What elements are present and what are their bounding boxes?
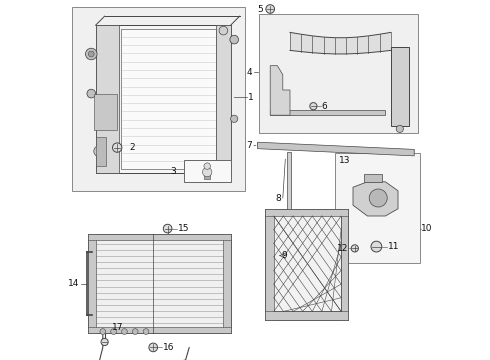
Polygon shape (270, 66, 290, 115)
Bar (72, 7, 245, 191)
Bar (88, 234, 231, 333)
Text: 17: 17 (112, 323, 123, 332)
Text: 15: 15 (178, 224, 189, 233)
Bar (88, 234, 96, 333)
Text: 16: 16 (163, 343, 175, 352)
Circle shape (113, 143, 122, 152)
Circle shape (122, 329, 127, 334)
Bar (204, 174, 210, 179)
Circle shape (88, 51, 94, 57)
Polygon shape (258, 142, 414, 156)
Bar (223, 234, 231, 333)
Circle shape (87, 89, 96, 98)
Bar (259, 14, 418, 133)
Circle shape (101, 338, 108, 346)
Circle shape (231, 115, 238, 122)
Bar (88, 234, 231, 240)
Bar (364, 174, 382, 182)
Bar (265, 311, 347, 320)
Text: 14: 14 (68, 279, 79, 288)
Text: 9: 9 (281, 251, 287, 260)
Circle shape (351, 245, 358, 252)
Text: 11: 11 (388, 242, 400, 251)
Text: 7: 7 (246, 141, 252, 150)
Circle shape (111, 329, 117, 334)
Bar (265, 209, 347, 320)
Circle shape (371, 241, 382, 252)
Circle shape (94, 146, 104, 157)
Circle shape (266, 5, 274, 13)
Circle shape (149, 343, 157, 352)
Polygon shape (290, 32, 391, 54)
Circle shape (204, 163, 210, 170)
Bar (391, 47, 409, 126)
Bar (335, 153, 419, 263)
Circle shape (100, 329, 106, 334)
Text: 2: 2 (129, 143, 135, 152)
Bar (94, 94, 117, 130)
Circle shape (163, 224, 172, 233)
Circle shape (396, 125, 403, 132)
Text: 6: 6 (321, 102, 327, 111)
Text: 13: 13 (339, 156, 350, 165)
Bar (341, 209, 347, 320)
Circle shape (202, 167, 212, 177)
Text: 4: 4 (246, 68, 252, 77)
Bar (265, 209, 347, 216)
Circle shape (219, 26, 228, 35)
Bar (184, 160, 231, 182)
Circle shape (143, 329, 149, 334)
Bar (270, 110, 386, 115)
Circle shape (86, 48, 97, 60)
Circle shape (369, 189, 387, 207)
Bar (88, 327, 231, 333)
Circle shape (132, 329, 138, 334)
Circle shape (310, 103, 317, 110)
Bar (96, 137, 106, 166)
Bar (121, 29, 216, 169)
Text: 12: 12 (337, 244, 348, 253)
Text: 3: 3 (170, 166, 176, 176)
Text: 10: 10 (421, 224, 433, 233)
Bar (265, 209, 274, 320)
Text: 8: 8 (275, 194, 281, 202)
Bar (287, 152, 292, 245)
Bar (216, 25, 231, 173)
Bar (96, 25, 231, 173)
Text: 5: 5 (258, 5, 263, 14)
Circle shape (230, 35, 239, 44)
Bar (96, 25, 119, 173)
Polygon shape (353, 182, 398, 216)
Text: 1: 1 (248, 93, 254, 102)
